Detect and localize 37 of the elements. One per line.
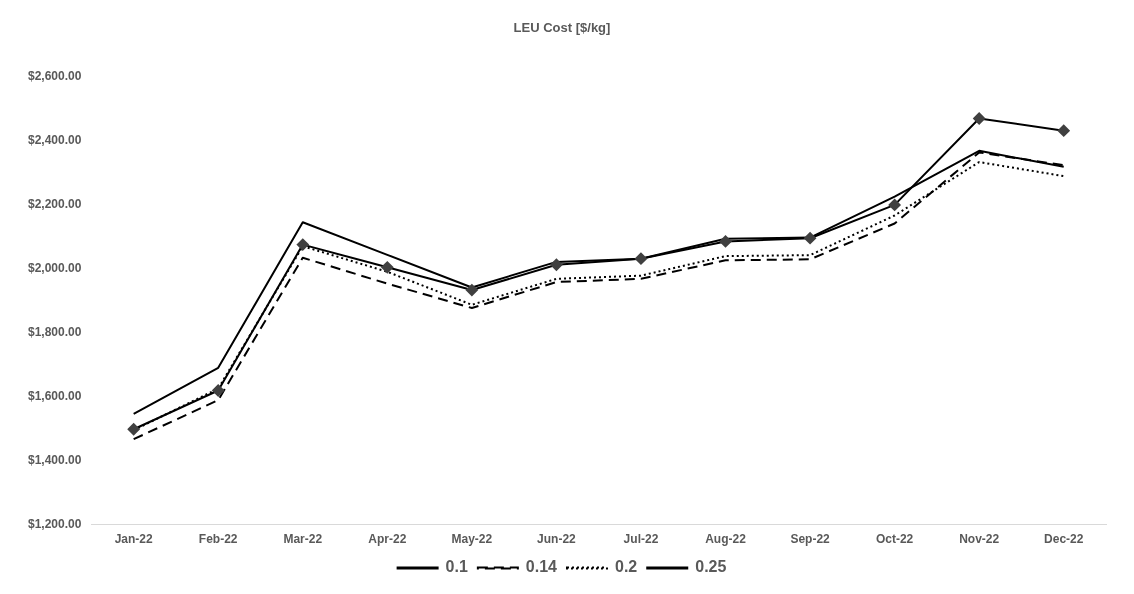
legend-label: 0.2 [615,558,638,576]
x-tick-label: Mar-22 [283,532,323,547]
point [127,423,140,436]
point [973,112,986,125]
point [296,238,309,251]
x-tick-label: Aug-22 [705,532,747,547]
x-tick-label: Oct-22 [875,532,914,547]
point [550,258,563,271]
point [212,384,225,397]
point [381,261,394,274]
legend-label: 0.1 [445,558,468,576]
point [634,252,647,265]
y-tick-label: $2,400.00 [27,132,82,147]
x-tick-label: Feb-22 [198,532,238,547]
x-tick-label: Apr-22 [368,532,407,547]
y-tick-label: $2,600.00 [27,68,82,83]
y-tick-label: $2,200.00 [27,196,82,211]
point [1057,124,1070,137]
y-tick-label: $1,600.00 [27,388,82,403]
point [719,235,732,248]
x-tick-label: Jun-22 [537,532,577,547]
x-tick-label: May-22 [451,532,493,547]
point [888,198,901,211]
y-tick-label: $1,400.00 [27,452,82,467]
x-tick-label: Sep-22 [790,532,831,547]
legend-label: 0.25 [695,558,727,576]
x-tick-label: Nov-22 [959,532,1000,547]
x-tick-label: Jul-22 [623,532,659,547]
y-tick-label: $1,200.00 [27,516,82,531]
chart-title: LEU Cost [$/kg] [513,20,611,36]
y-tick-label: $2,000.00 [27,260,82,275]
point [465,284,478,297]
x-tick-label: Jan-22 [114,532,153,547]
point [804,232,817,245]
y-tick-label: $1,800.00 [27,324,82,339]
legend-label: 0.14 [525,558,558,576]
x-tick-label: Dec-22 [1044,532,1084,547]
